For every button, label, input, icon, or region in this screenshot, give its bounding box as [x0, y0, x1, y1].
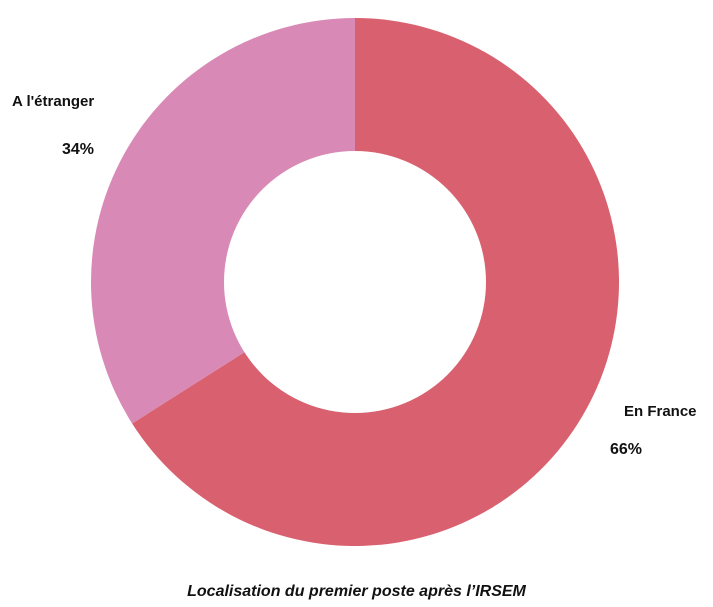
- slice-value-etranger: 34%: [62, 141, 94, 158]
- slice-value-france: 66%: [610, 441, 642, 458]
- chart-caption: Localisation du premier poste après l’IR…: [187, 583, 526, 600]
- slice-label-france: En France: [624, 403, 697, 420]
- slice-label-etranger: A l'étranger: [12, 93, 94, 110]
- donut-hole: [224, 151, 486, 413]
